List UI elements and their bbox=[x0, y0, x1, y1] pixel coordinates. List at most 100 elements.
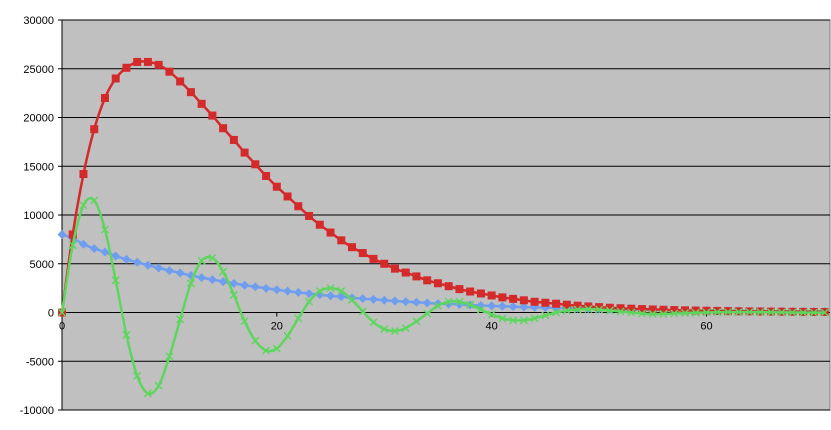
data-point bbox=[197, 99, 206, 108]
data-point bbox=[508, 302, 518, 312]
data-point bbox=[165, 352, 174, 361]
data-point bbox=[702, 306, 711, 315]
data-point bbox=[745, 308, 754, 317]
data-point bbox=[519, 296, 528, 305]
data-point bbox=[358, 249, 367, 258]
x-tick-label: 0 bbox=[59, 321, 65, 333]
data-point bbox=[497, 301, 507, 311]
data-point bbox=[208, 253, 217, 262]
data-point bbox=[219, 124, 228, 133]
data-point bbox=[240, 148, 249, 157]
data-point bbox=[422, 298, 432, 308]
data-point bbox=[57, 308, 67, 317]
data-point bbox=[455, 285, 464, 294]
data-point bbox=[401, 297, 411, 307]
data-point bbox=[530, 297, 539, 306]
data-point bbox=[78, 239, 88, 249]
data-point bbox=[573, 305, 582, 314]
data-point bbox=[176, 315, 185, 324]
data-point bbox=[659, 309, 668, 318]
data-point bbox=[305, 297, 314, 306]
data-point bbox=[627, 308, 636, 317]
data-point bbox=[401, 324, 410, 333]
data-point bbox=[509, 316, 518, 325]
data-point bbox=[412, 272, 421, 281]
series-layer bbox=[57, 57, 830, 398]
data-point bbox=[79, 170, 88, 179]
y-tick-label: 5000 bbox=[30, 259, 54, 271]
data-point bbox=[799, 308, 808, 317]
data-point bbox=[164, 266, 174, 276]
data-point bbox=[809, 308, 818, 317]
data-point bbox=[412, 317, 421, 326]
y-tick-label: 30000 bbox=[23, 15, 54, 27]
data-point bbox=[595, 305, 604, 314]
data-point bbox=[229, 278, 239, 288]
data-point bbox=[358, 307, 367, 316]
data-point bbox=[240, 280, 250, 290]
data-point bbox=[133, 57, 142, 66]
data-point bbox=[337, 287, 346, 296]
data-point bbox=[423, 309, 432, 318]
data-point bbox=[476, 289, 485, 298]
data-point bbox=[272, 182, 281, 191]
data-point bbox=[207, 275, 217, 285]
data-point bbox=[100, 225, 109, 234]
data-point bbox=[702, 308, 711, 317]
data-point bbox=[369, 318, 378, 327]
data-point bbox=[143, 57, 152, 66]
data-point bbox=[293, 287, 303, 297]
data-point bbox=[165, 67, 174, 76]
data-point bbox=[820, 308, 829, 317]
data-point bbox=[562, 300, 571, 309]
data-point bbox=[498, 314, 507, 323]
data-point bbox=[659, 305, 668, 314]
data-point bbox=[326, 284, 335, 293]
data-point bbox=[691, 306, 700, 315]
data-point bbox=[573, 301, 582, 310]
data-point bbox=[541, 311, 550, 320]
data-point bbox=[541, 298, 550, 307]
data-point bbox=[68, 241, 77, 250]
data-point bbox=[777, 308, 786, 317]
data-point bbox=[411, 297, 421, 307]
data-point bbox=[283, 286, 293, 296]
data-point bbox=[122, 63, 131, 72]
data-point bbox=[444, 297, 453, 306]
data-point bbox=[723, 308, 732, 317]
data-point bbox=[562, 306, 571, 315]
data-point bbox=[455, 297, 464, 306]
data-point bbox=[68, 230, 77, 239]
gridlines bbox=[62, 19, 830, 411]
data-point bbox=[444, 282, 453, 291]
y-tick-label: 0 bbox=[48, 308, 54, 320]
data-point bbox=[616, 307, 625, 316]
data-point bbox=[218, 277, 228, 287]
data-point bbox=[111, 276, 120, 285]
data-point bbox=[283, 192, 292, 201]
data-point bbox=[100, 247, 110, 257]
data-point bbox=[380, 259, 389, 268]
data-point bbox=[487, 291, 496, 300]
data-point bbox=[197, 256, 206, 265]
data-point bbox=[90, 125, 99, 134]
data-point bbox=[337, 236, 346, 245]
data-point bbox=[272, 344, 281, 353]
y-tick-label: 25000 bbox=[23, 64, 54, 76]
data-point bbox=[111, 74, 120, 83]
data-point bbox=[175, 268, 185, 278]
data-point bbox=[250, 282, 260, 292]
data-point bbox=[476, 305, 485, 314]
y-tick-label: -5000 bbox=[26, 356, 54, 368]
data-point bbox=[315, 287, 324, 296]
y-axis: -10000 -5000 0 5000 10000 15000 20000 25000 3000… bbox=[20, 15, 63, 417]
data-point bbox=[347, 295, 357, 304]
y-tick-label: 20000 bbox=[23, 113, 54, 125]
data-point bbox=[304, 289, 314, 299]
data-point bbox=[186, 88, 195, 97]
data-point bbox=[251, 336, 260, 345]
data-point bbox=[379, 295, 389, 305]
data-point bbox=[713, 306, 722, 315]
data-point bbox=[390, 296, 400, 306]
data-point bbox=[552, 308, 561, 317]
